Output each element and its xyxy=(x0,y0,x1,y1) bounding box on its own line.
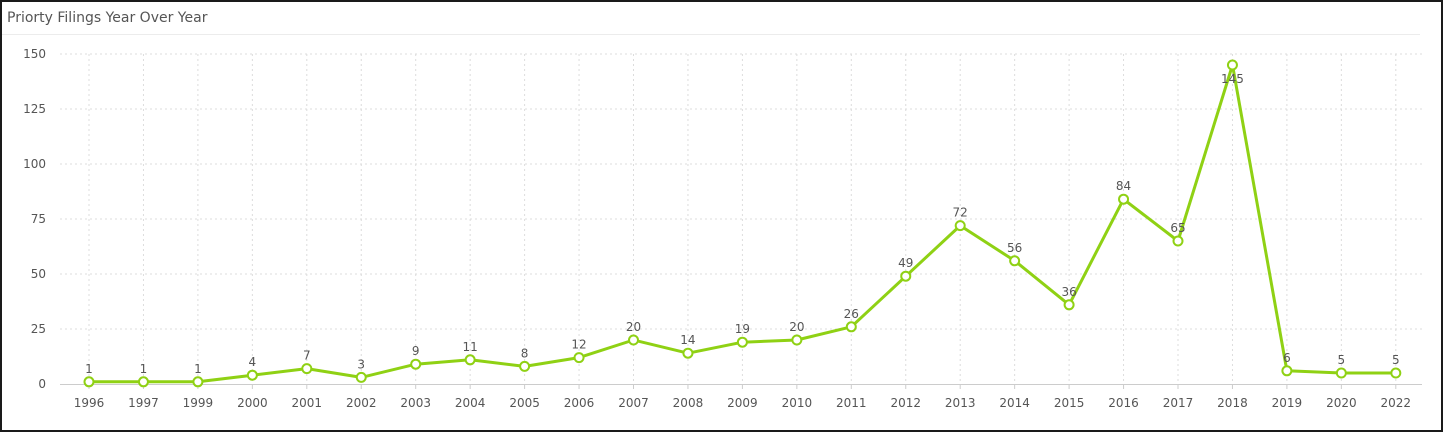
data-label: 3 xyxy=(357,357,365,371)
data-point xyxy=(1335,367,1347,379)
data-point xyxy=(900,270,912,282)
data-label: 65 xyxy=(1170,221,1185,235)
data-label: 1 xyxy=(140,362,148,376)
x-tick-label: 2007 xyxy=(618,396,649,410)
x-tick-label: 1996 xyxy=(74,396,105,410)
data-point xyxy=(1118,193,1130,205)
data-label: 6 xyxy=(1283,351,1291,365)
data-point xyxy=(410,358,422,370)
data-label: 7 xyxy=(303,349,311,363)
data-point xyxy=(246,369,258,381)
data-point xyxy=(736,336,748,348)
x-tick-label: 2011 xyxy=(836,396,867,410)
data-label: 11 xyxy=(463,340,478,354)
data-point xyxy=(954,220,966,232)
x-tick-label: 2018 xyxy=(1217,396,1248,410)
chart-title: Priorty Filings Year Over Year xyxy=(7,10,208,26)
x-tick-label: 1997 xyxy=(128,396,159,410)
x-tick-label: 2002 xyxy=(346,396,377,410)
data-point xyxy=(301,363,313,375)
data-label: 20 xyxy=(789,320,804,334)
x-tick-label: 2013 xyxy=(945,396,976,410)
data-label: 5 xyxy=(1392,353,1400,367)
y-tick-label: 0 xyxy=(38,377,46,391)
data-point xyxy=(355,371,367,383)
data-label: 4 xyxy=(249,355,257,369)
title-divider xyxy=(2,34,1420,35)
data-point xyxy=(1281,365,1293,377)
data-label: 49 xyxy=(898,256,913,270)
data-point xyxy=(137,376,149,388)
data-label: 20 xyxy=(626,320,641,334)
data-point xyxy=(1390,367,1402,379)
y-tick-label: 125 xyxy=(23,102,46,116)
y-tick-label: 150 xyxy=(23,47,46,61)
data-label: 36 xyxy=(1061,285,1076,299)
x-tick-label: 2003 xyxy=(400,396,431,410)
data-point xyxy=(192,376,204,388)
y-tick-label: 75 xyxy=(31,212,46,226)
y-tick-label: 25 xyxy=(31,322,46,336)
x-tick-label: 2008 xyxy=(673,396,704,410)
x-tick-label: 2010 xyxy=(782,396,813,410)
data-point xyxy=(682,347,694,359)
x-tick-label: 2005 xyxy=(509,396,540,410)
data-point xyxy=(1172,235,1184,247)
x-tick-label: 2017 xyxy=(1163,396,1194,410)
data-label: 9 xyxy=(412,344,420,358)
data-label: 14 xyxy=(680,333,695,347)
data-point xyxy=(464,354,476,366)
data-point xyxy=(1009,255,1021,267)
data-point xyxy=(1063,299,1075,311)
data-label: 56 xyxy=(1007,241,1022,255)
data-label: 5 xyxy=(1338,353,1346,367)
x-tick-label: 2004 xyxy=(455,396,486,410)
x-tick-label: 2012 xyxy=(890,396,921,410)
x-tick-label: 2015 xyxy=(1054,396,1085,410)
data-label: 12 xyxy=(571,338,586,352)
x-tick-label: 2000 xyxy=(237,396,268,410)
x-tick-label: 2019 xyxy=(1272,396,1303,410)
x-tick-label: 1999 xyxy=(183,396,214,410)
data-label: 145 xyxy=(1221,72,1244,86)
data-label: 84 xyxy=(1116,179,1131,193)
data-label: 19 xyxy=(735,322,750,336)
x-tick-label: 2016 xyxy=(1108,396,1139,410)
data-label: 8 xyxy=(521,346,529,360)
x-tick-label: 2014 xyxy=(999,396,1030,410)
data-label: 72 xyxy=(953,206,968,220)
x-tick-label: 2006 xyxy=(564,396,595,410)
data-point xyxy=(845,321,857,333)
y-tick-label: 50 xyxy=(31,267,46,281)
data-point xyxy=(1226,59,1238,71)
x-tick-label: 2022 xyxy=(1381,396,1412,410)
data-label: 26 xyxy=(844,307,859,321)
data-point xyxy=(83,376,95,388)
data-label: 1 xyxy=(85,362,93,376)
data-point xyxy=(791,334,803,346)
data-point xyxy=(573,352,585,364)
x-tick-label: 2020 xyxy=(1326,396,1357,410)
data-point xyxy=(628,334,639,346)
x-tick-label: 2001 xyxy=(292,396,323,410)
data-label: 1 xyxy=(194,362,202,376)
y-tick-label: 100 xyxy=(23,157,46,171)
x-tick-label: 2009 xyxy=(727,396,758,410)
data-point xyxy=(519,360,531,372)
